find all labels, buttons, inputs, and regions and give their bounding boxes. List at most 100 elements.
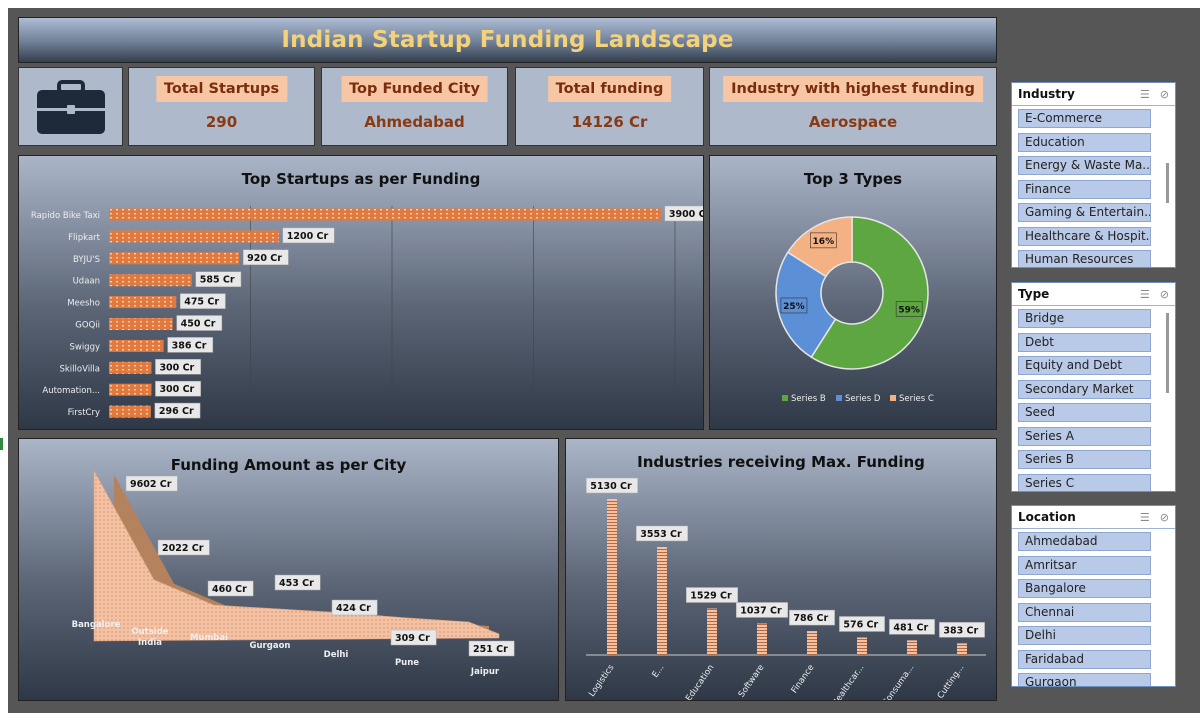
slicer-item[interactable]: Chennai (1018, 602, 1151, 622)
column-data-label-bg (839, 616, 885, 632)
bar (109, 252, 240, 265)
slicer-item[interactable]: Energy & Waste Ma... (1018, 156, 1151, 175)
slicer-item[interactable]: Secondary Market (1018, 379, 1151, 399)
column-category-label: Software (737, 663, 767, 699)
clear-filter-icon[interactable]: ⊘ (1159, 510, 1169, 524)
multi-select-icon[interactable]: ☰ (1139, 87, 1150, 101)
slicer-item[interactable]: Education (1018, 132, 1151, 152)
area-data-label-bg (207, 580, 254, 597)
multi-select-icon[interactable]: ☰ (1139, 287, 1150, 301)
area-data-label: 453 Cr (279, 578, 314, 589)
bar-data-label-bg (282, 227, 335, 244)
bar-category-label: Swiggy (69, 342, 100, 352)
slicer-item[interactable]: Seed (1018, 403, 1151, 422)
bar-data-label: 920 Cr (247, 253, 282, 264)
area-category-label: Pune (395, 658, 419, 668)
column-category-label: Finance (790, 663, 817, 695)
bar (109, 405, 151, 418)
donut-slice (810, 216, 929, 370)
bar-data-label: 3900 Cr (669, 209, 703, 220)
kpi-total-startups: Total Startups 290 (128, 67, 315, 146)
bar-data-label-bg (176, 315, 223, 331)
area-data-label-bg (274, 574, 321, 591)
city-funding-chart: 9602 Cr 2022 Cr 460 Cr 453 Cr 424 Cr 309 Cr 25… (72, 470, 515, 677)
bar-category-label: Automation... (42, 386, 100, 396)
slicer-item[interactable]: Healthcare & Hospit... (1018, 226, 1151, 246)
slice-label-bg (780, 297, 808, 314)
clear-filter-icon[interactable]: ⊘ (1159, 87, 1169, 101)
bar-data-label-bg (155, 359, 201, 375)
column-data-label: 786 Cr (793, 613, 828, 624)
slicer-item[interactable]: Series C (1018, 473, 1151, 491)
slicer-item[interactable]: E-Commerce (1018, 109, 1151, 128)
chart-title: Funding Amount as per City (170, 456, 407, 474)
bar-category-label: GOQii (75, 321, 100, 331)
kpi-value: 14126 Cr (571, 113, 648, 131)
slicer-scrollbar[interactable] (1166, 313, 1169, 393)
slicer-item[interactable]: Gurgaon (1018, 673, 1151, 686)
multi-select-icon[interactable]: ☰ (1139, 510, 1150, 524)
dashboard-header: Indian Startup Funding Landscape (18, 17, 997, 63)
area-category-label: Gurgaon (250, 641, 291, 651)
column-data-label-bg (636, 525, 688, 542)
bar-data-label: 300 Cr (159, 384, 194, 395)
area-data-label-bg (125, 475, 178, 492)
bar-data-label: 475 Cr (184, 297, 219, 308)
slicer-item[interactable]: Bangalore (1018, 579, 1151, 598)
chart-title: Top Startups as per Funding (241, 170, 481, 188)
column-bar (957, 643, 967, 655)
location-slicer: Location ☰ ⊘ Ahmedabad Amritsar Bangalore Ch… (1011, 505, 1176, 687)
sheet-edge-marker (0, 438, 3, 450)
area-category-label: India (138, 638, 162, 648)
column-data-label-bg (939, 622, 985, 638)
slicer-item[interactable]: Finance (1018, 179, 1151, 199)
slicer-item[interactable]: Bridge (1018, 309, 1151, 328)
legend-label: Series C (899, 394, 934, 404)
kpi-value: Ahmedabad (364, 113, 465, 131)
area-data-label-bg (468, 640, 515, 657)
slicer-item[interactable]: Human Resources (1018, 250, 1151, 267)
bar-data-label: 1200 Cr (287, 231, 329, 242)
slicer-item[interactable]: Equity and Debt (1018, 356, 1151, 375)
slicer-item[interactable]: Faridabad (1018, 649, 1151, 669)
bar-data-label: 585 Cr (200, 275, 235, 286)
slicer-item[interactable]: Series A (1018, 426, 1151, 446)
dashboard-title: Indian Startup Funding Landscape (281, 27, 734, 53)
area-data-label: 460 Cr (212, 584, 247, 595)
column-category-label: Logistics (587, 663, 617, 699)
bar-data-label-bg (242, 249, 289, 266)
legend-swatch (890, 395, 896, 401)
chart-title: Top 3 Types (803, 170, 903, 188)
area-data-label: 251 Cr (473, 644, 508, 655)
slicer-item[interactable]: Gaming & Entertain... (1018, 203, 1151, 222)
area-data-label: 424 Cr (336, 603, 371, 614)
slicer-item[interactable]: Ahmedabad (1018, 532, 1151, 551)
area-category-label: Delhi (324, 650, 349, 660)
slicer-item[interactable]: Debt (1018, 332, 1151, 352)
column-bar (657, 546, 667, 655)
column-data-label-bg (686, 587, 738, 603)
bar (109, 383, 152, 396)
column-data-label: 576 Cr (843, 619, 878, 630)
bar (109, 274, 192, 287)
bar-data-label: 296 Cr (159, 406, 194, 417)
bar (109, 230, 279, 243)
column-data-label: 481 Cr (893, 622, 928, 633)
bar-data-label: 300 Cr (159, 362, 194, 373)
area-data-label: 9602 Cr (130, 479, 172, 490)
slicer-item[interactable]: Delhi (1018, 626, 1151, 645)
slicer-item[interactable]: Amritsar (1018, 555, 1151, 575)
column-bar (807, 631, 817, 655)
column-data-label-bg (736, 602, 788, 618)
slicer-item[interactable]: Series B (1018, 450, 1151, 469)
bar (109, 318, 173, 330)
slicer-scrollbar[interactable] (1166, 163, 1169, 203)
legend-label: Series D (845, 394, 881, 404)
column-bar (907, 640, 917, 655)
area-category-label: Bangalore (72, 620, 121, 630)
column-category-label: Education (684, 663, 716, 700)
bar (109, 296, 177, 309)
clear-filter-icon[interactable]: ⊘ (1159, 287, 1169, 301)
area-data-label-bg (157, 539, 210, 556)
bar-data-label-bg (154, 402, 201, 419)
